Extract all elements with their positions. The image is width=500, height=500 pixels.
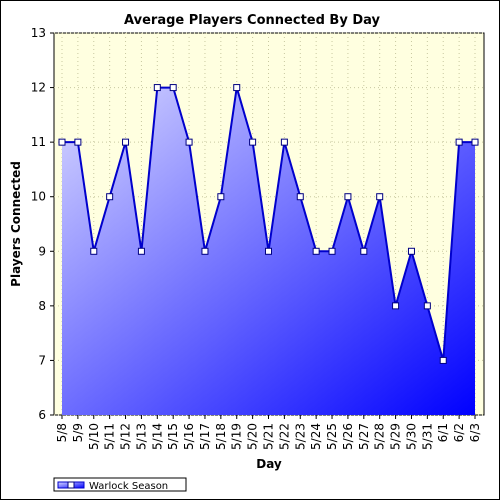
series-markers: [58, 84, 479, 364]
data-point-5-17: [201, 247, 209, 255]
x-tick-label: 5/11: [103, 423, 117, 450]
data-point-6-2: [455, 138, 463, 146]
x-axis-title: Day: [256, 457, 282, 471]
data-point-5-31: [423, 302, 431, 310]
x-tick-label: 5/27: [357, 423, 371, 450]
x-tick-label: 5/24: [309, 423, 323, 450]
x-tick-label: 5/29: [389, 423, 403, 450]
x-tick-label: 6/1: [436, 423, 450, 442]
data-point-5-25: [328, 247, 336, 255]
y-axis-ticks: 6 7 8 9 10 11 12 13: [31, 26, 54, 422]
data-point-5-27: [360, 247, 368, 255]
data-point-5-23: [296, 193, 304, 201]
data-point-5-9: [74, 138, 82, 146]
data-point-5-30: [407, 247, 415, 255]
data-point-5-20: [249, 138, 257, 146]
data-point-5-24: [312, 247, 320, 255]
x-tick-label: 5/10: [87, 423, 101, 450]
data-point-5-28: [376, 193, 384, 201]
y-tick-label: 12: [31, 81, 46, 95]
data-point-5-16: [185, 138, 193, 146]
x-axis-ticks: 5/8 5/9 5/10 5/11 5/12 5/13 5/14 5/15 5/16 5/17 5/…: [55, 415, 482, 450]
x-tick-label: 5/19: [230, 423, 244, 450]
x-tick-label: 5/28: [373, 423, 387, 450]
data-point-5-26: [344, 193, 352, 201]
y-axis-title: Players Connected: [9, 161, 23, 287]
chart-title: Average Players Connected By Day: [124, 13, 380, 28]
y-tick-label: 6: [38, 408, 46, 422]
x-tick-label: 5/30: [404, 423, 418, 450]
x-tick-label: 5/8: [55, 423, 69, 442]
x-tick-label: 5/21: [262, 423, 276, 450]
data-point-5-10: [90, 247, 98, 255]
y-tick-label: 9: [38, 244, 46, 258]
x-tick-label: 5/31: [420, 423, 434, 450]
x-tick-label: 5/25: [325, 423, 339, 450]
y-tick-label: 11: [31, 135, 46, 149]
data-point-5-13: [137, 247, 145, 255]
x-tick-label: 5/17: [198, 423, 212, 450]
x-tick-label: 6/2: [452, 423, 466, 442]
x-tick-label: 6/3: [468, 423, 482, 442]
data-point-5-11: [106, 193, 114, 201]
x-tick-label: 5/15: [166, 423, 180, 450]
data-point-5-8: [58, 138, 66, 146]
data-point-5-21: [265, 247, 272, 255]
y-tick-label: 7: [38, 353, 46, 367]
data-point-5-15: [169, 84, 177, 92]
data-point-5-19: [233, 84, 241, 92]
x-tick-label: 5/13: [134, 423, 148, 450]
x-tick-label: 5/26: [341, 423, 355, 450]
x-tick-label: 5/20: [246, 423, 260, 450]
data-point-5-12: [122, 138, 130, 146]
y-tick-label: 10: [31, 190, 46, 204]
legend-marker: [67, 481, 75, 489]
x-tick-label: 5/14: [150, 423, 164, 450]
data-point-5-22: [280, 138, 288, 146]
x-tick-label: 5/12: [119, 423, 133, 450]
data-point-5-14: [153, 84, 161, 92]
legend-label: Warlock Season: [89, 481, 168, 492]
y-tick-label: 13: [31, 26, 46, 40]
data-point-5-18: [217, 193, 225, 201]
x-tick-label: 5/18: [214, 423, 228, 450]
legend: Warlock Season: [53, 477, 187, 492]
y-tick-label: 8: [38, 299, 46, 313]
data-point-6-3: [471, 138, 479, 146]
data-point-6-1: [439, 356, 447, 364]
legend-box: [53, 477, 187, 492]
x-tick-label: 5/16: [182, 423, 196, 450]
x-tick-label: 5/22: [277, 423, 291, 450]
data-point-5-29: [392, 302, 400, 310]
x-tick-label: 5/9: [71, 423, 85, 442]
x-tick-label: 5/23: [293, 423, 307, 450]
